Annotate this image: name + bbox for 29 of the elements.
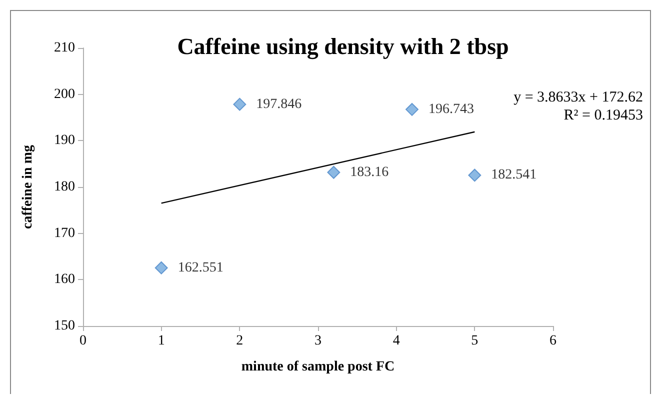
x-tick-label: 0 [80, 334, 86, 348]
x-tick-label: 3 [314, 334, 322, 348]
x-tick-label: 6 [550, 334, 556, 348]
y-tick-label: 160 [54, 272, 75, 288]
x-tick-label: 2 [236, 334, 244, 348]
point [233, 98, 246, 111]
point [154, 261, 168, 274]
x-axis-title: minute of sample post FC [241, 360, 395, 374]
point [327, 166, 340, 179]
data-label: 196.743 [428, 102, 474, 117]
y-tick-label: 190 [54, 133, 75, 148]
y-tick-label: 170 [54, 226, 75, 241]
data-label: 162.551 [178, 260, 224, 276]
x-tick-label: 4 [392, 334, 400, 348]
y-tick-label: 180 [54, 180, 75, 194]
y-tick-label: 210 [54, 40, 75, 56]
y-tick-label: 200 [54, 86, 75, 102]
data-label: 197.846 [256, 96, 302, 112]
chart-title: Caffeine using density with 2 tbsp [177, 34, 509, 60]
y-axis-title: caffeine in mg [20, 145, 36, 229]
x-tick-label: 1 [158, 334, 165, 348]
text: R² = 0.19453 [564, 108, 644, 124]
x-tick-label: 5 [471, 334, 478, 348]
data-label: 182.541 [491, 168, 537, 183]
y-tick-label: 150 [54, 318, 75, 334]
point [406, 102, 418, 116]
data-label: 183.16 [350, 164, 389, 180]
point [468, 168, 482, 182]
annotation: y = 3.8633x + 172.62 [514, 90, 644, 106]
